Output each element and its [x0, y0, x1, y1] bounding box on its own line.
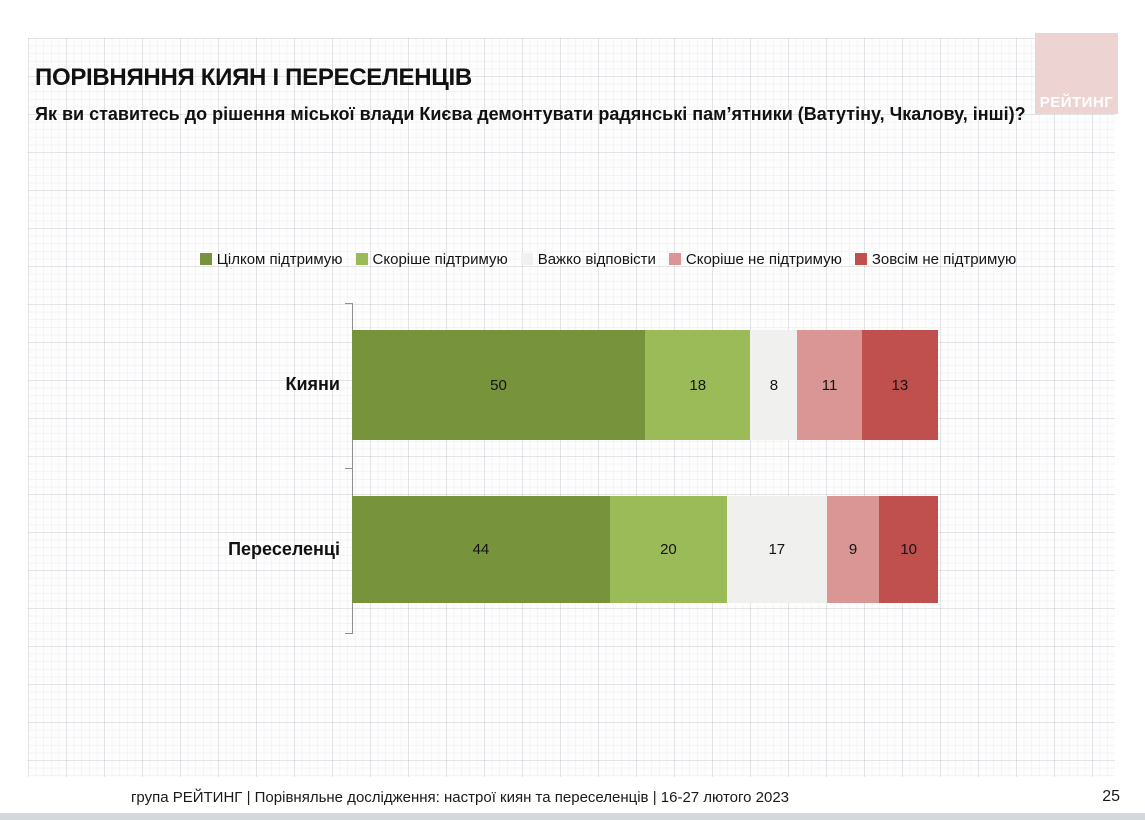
bar-value-label: 17	[768, 541, 786, 558]
legend-label: Скоріше підтримую	[372, 250, 508, 268]
slide-title: ПОРІВНЯННЯ КИЯН І ПЕРЕСЕЛЕНЦІВ	[35, 64, 472, 91]
axis-tick	[345, 303, 353, 304]
bar-value-label: 18	[689, 376, 707, 394]
bar-value-label: 8	[769, 376, 779, 394]
legend-swatch-icon	[668, 253, 681, 265]
chart-legend: Цілком підтримую Скоріше підтримую Важко в…	[100, 246, 1116, 272]
legend-item: Скоріше не підтримую	[668, 250, 842, 268]
legend-item: Важко відповісти	[520, 250, 656, 268]
bar-segment: 10	[879, 496, 938, 603]
footer-source: група РЕЙТИНГ | Порівняльне дослідження:…	[130, 789, 790, 806]
bar-segment: 13	[861, 330, 938, 440]
legend-swatch-icon	[520, 253, 533, 265]
legend-label: Цілком підтримую	[216, 250, 343, 268]
legend-swatch-icon	[854, 253, 867, 265]
axis-tick	[345, 468, 353, 469]
rating-logo-text: РЕЙТИНГ	[1039, 94, 1114, 111]
stacked-bar-displaced: 44 20 17 9 10	[352, 496, 938, 603]
legend-label: Важко відповісти	[537, 250, 656, 268]
category-label-displaced: Переселенці	[228, 539, 340, 559]
rating-logo: РЕЙТИНГ	[1035, 33, 1118, 114]
bar-segment: 20	[609, 496, 728, 603]
bar-segment: 17	[727, 496, 827, 603]
bar-segment: 50	[352, 330, 645, 440]
legend-swatch-icon	[355, 253, 368, 265]
legend-swatch-icon	[199, 253, 212, 265]
legend-label: Зовсім не підтримую	[871, 250, 1017, 268]
page-number: 25	[1102, 788, 1120, 805]
legend-item: Скоріше підтримую	[355, 250, 508, 268]
axis-tick	[345, 633, 353, 634]
legend-label: Скоріше не підтримую	[685, 250, 842, 268]
bar-segment: 8	[750, 330, 798, 440]
legend-item: Зовсім не підтримую	[854, 250, 1017, 268]
bar-segment: 44	[352, 496, 610, 603]
category-axis-line	[345, 303, 353, 634]
bar-segment: 9	[826, 496, 880, 603]
bar-segment: 11	[797, 330, 862, 440]
bottom-strip	[0, 813, 1145, 820]
stacked-bar-kyivans: 50 18 8 11 13	[352, 330, 938, 440]
bar-value-label: 9	[848, 541, 858, 558]
category-label-kyivans: Кияни	[285, 374, 341, 394]
bar-value-label: 13	[891, 376, 909, 394]
legend-item: Цілком підтримую	[199, 250, 343, 268]
bar-value-label: 44	[472, 541, 490, 558]
bar-value-label: 20	[660, 541, 677, 558]
question-text: Як ви ставитесь до рішення міської влади…	[35, 104, 1026, 124]
bar-segment: 18	[645, 330, 751, 440]
bar-value-label: 10	[900, 541, 917, 558]
bar-value-label: 11	[821, 376, 838, 394]
bar-value-label: 50	[490, 376, 507, 394]
